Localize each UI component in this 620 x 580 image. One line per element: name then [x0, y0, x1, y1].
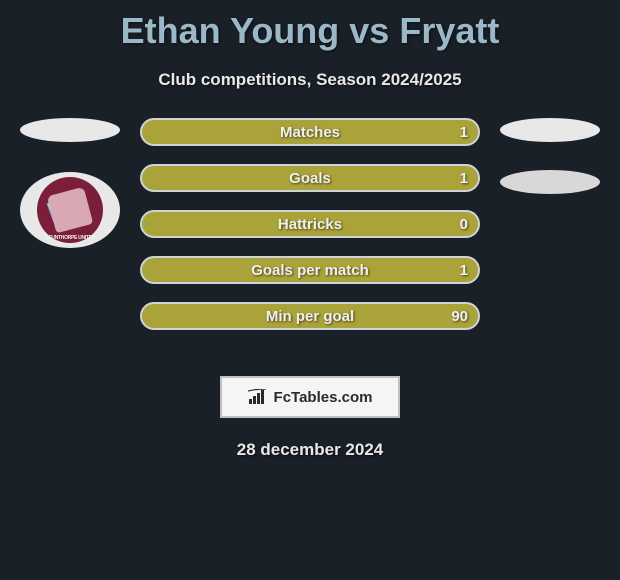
club-badge-crest: SCUNTHORPE UNITED	[37, 177, 103, 243]
stat-label: Matches	[280, 124, 340, 141]
stat-bar-matches: Matches 1	[140, 118, 480, 146]
date-line: 28 december 2024	[0, 440, 620, 460]
stat-right-value: 1	[460, 262, 468, 279]
player-right-column	[490, 118, 610, 194]
brand-text: FcTables.com	[274, 389, 373, 406]
stat-bar-goals: Goals 1	[140, 164, 480, 192]
subtitle: Club competitions, Season 2024/2025	[0, 70, 620, 90]
club-badge-left: SCUNTHORPE UNITED	[20, 172, 120, 248]
badge-fist-icon	[47, 187, 94, 234]
player-left-placeholder	[20, 118, 120, 142]
bars-chart-icon	[248, 389, 268, 405]
club-badge-right-placeholder	[500, 170, 600, 194]
page-title: Ethan Young vs Fryatt	[0, 0, 620, 52]
stat-label: Goals per match	[251, 262, 369, 279]
player-right-placeholder	[500, 118, 600, 142]
stat-label: Min per goal	[266, 308, 354, 325]
comparison-area: SCUNTHORPE UNITED Matches 1 Goals 1 Hatt…	[0, 122, 620, 362]
stat-bar-goals-per-match: Goals per match 1	[140, 256, 480, 284]
stat-bars: Matches 1 Goals 1 Hattricks 0 Goals per …	[140, 118, 480, 348]
stat-right-value: 1	[460, 170, 468, 187]
stat-label: Hattricks	[278, 216, 342, 233]
stat-right-value: 0	[460, 216, 468, 233]
club-badge-text: SCUNTHORPE UNITED	[37, 235, 103, 241]
stat-bar-hattricks: Hattricks 0	[140, 210, 480, 238]
stat-label: Goals	[289, 170, 331, 187]
stat-right-value: 90	[451, 308, 468, 325]
stat-bar-min-per-goal: Min per goal 90	[140, 302, 480, 330]
stat-right-value: 1	[460, 124, 468, 141]
player-left-column: SCUNTHORPE UNITED	[10, 118, 130, 248]
brand-box[interactable]: FcTables.com	[220, 376, 400, 418]
